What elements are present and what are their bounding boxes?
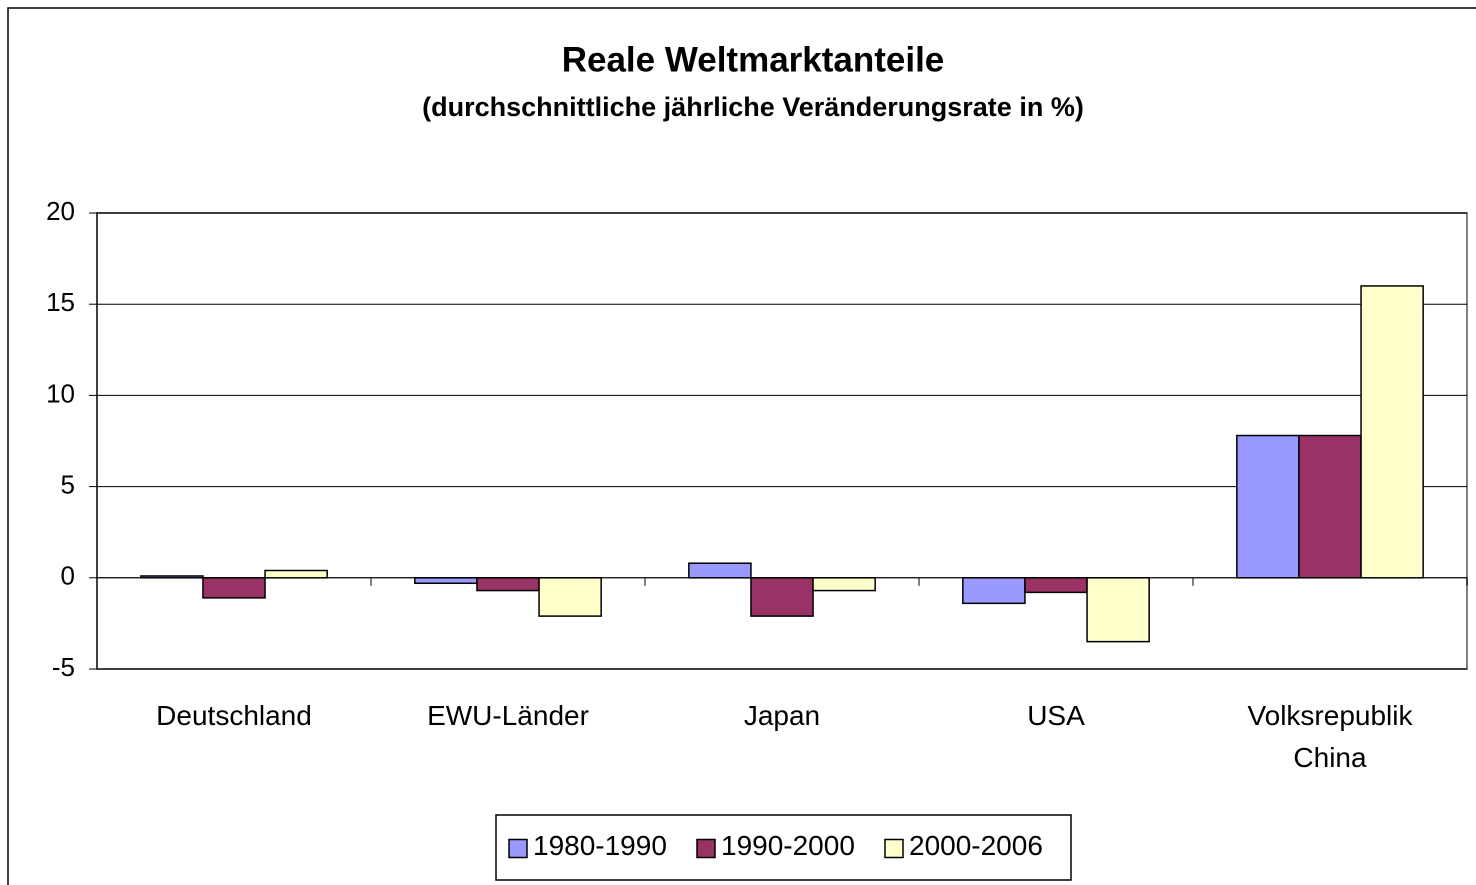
- bar: [688, 562, 752, 579]
- bar: [414, 577, 478, 585]
- y-tick-label: 15: [46, 287, 75, 317]
- bar: [812, 577, 876, 592]
- bar: [202, 577, 266, 599]
- bar: [140, 575, 204, 579]
- bar: [1298, 434, 1362, 579]
- y-tick-label: 5: [61, 469, 75, 499]
- legend-swatch: [696, 838, 716, 859]
- bar: [1024, 577, 1088, 594]
- bar: [476, 577, 540, 592]
- bar: [962, 577, 1026, 605]
- y-tick-label: 20: [46, 196, 75, 226]
- legend-swatch: [508, 838, 528, 859]
- bar: [538, 577, 602, 617]
- bar: [1086, 577, 1150, 643]
- x-tick-label: Japan: [743, 700, 821, 731]
- y-tick-label: 10: [46, 378, 75, 408]
- x-tick-label: Volksrepublik China: [1247, 700, 1413, 773]
- legend-label: 1990-2000: [721, 830, 855, 861]
- y-tick-label: 0: [61, 561, 75, 591]
- x-tick-label: USA: [1027, 700, 1085, 731]
- y-tick-label: -5: [52, 652, 75, 682]
- x-tick-label: Deutschland: [156, 700, 312, 731]
- legend-box: [495, 814, 1072, 881]
- bar: [750, 577, 814, 617]
- legend-label: 1980-1990: [533, 830, 667, 861]
- legend-label: 2000-2006: [909, 830, 1043, 861]
- x-tick-label: EWU-Länder: [427, 700, 589, 731]
- chart-subtitle: (durchschnittliche jährliche Veränderung…: [422, 92, 1084, 122]
- chart-title: Reale Weltmarktanteile: [562, 40, 945, 79]
- legend-swatch: [884, 838, 904, 859]
- bar: [264, 569, 328, 579]
- bar: [1360, 285, 1424, 579]
- bar: [1236, 434, 1300, 579]
